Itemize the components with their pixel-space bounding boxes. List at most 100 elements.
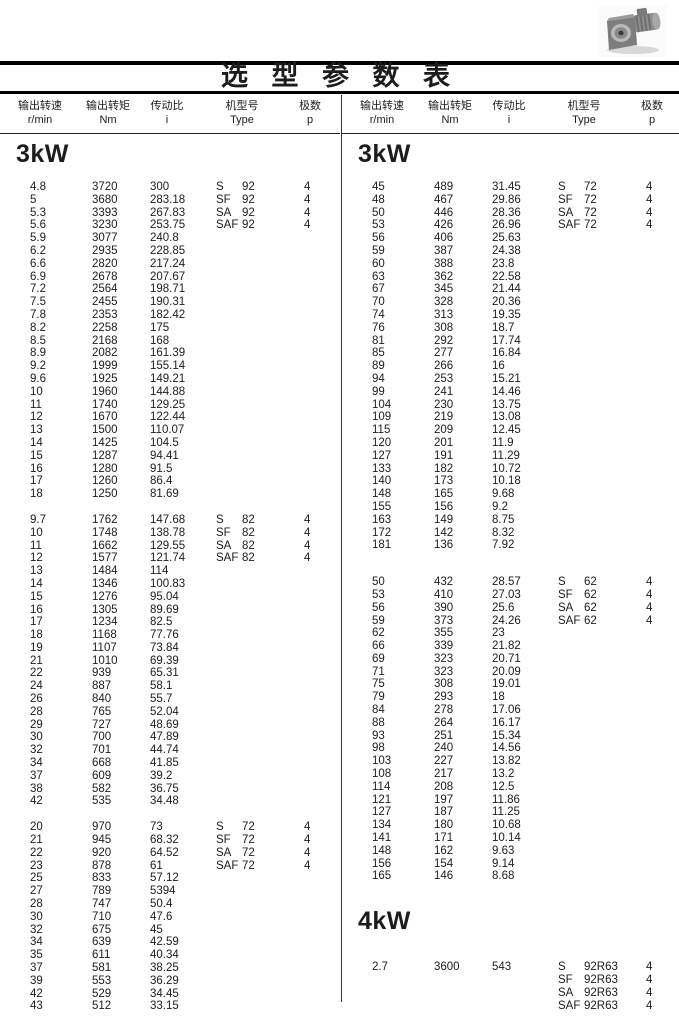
torque-cell: 939: [92, 667, 112, 680]
type-prefix-cell: [558, 501, 584, 514]
poles-cell: [632, 514, 672, 527]
type-prefix-cell: SA: [216, 206, 232, 219]
type-prefix-cell: [216, 949, 242, 962]
table-row: 9.7 1762 147.68 S 82 4: [30, 514, 340, 527]
ratio-cell: 19.35: [492, 308, 521, 321]
type-prefix-cell: [558, 539, 584, 552]
type-size-cell: [584, 845, 632, 858]
speed-cell: 25: [30, 872, 43, 885]
type-size-cell: [242, 783, 290, 796]
header-speed-unit: r/min: [27, 114, 53, 126]
speed-cell: 50: [372, 206, 385, 219]
poles-cell: [290, 936, 330, 949]
ratio-cell: 175: [150, 321, 170, 334]
type-prefix-cell: [216, 1000, 242, 1013]
type-prefix-cell: [558, 730, 584, 743]
torque-cell: 345: [434, 283, 454, 296]
header-speed-label: 输出转速: [18, 100, 62, 112]
speed-cell: 172: [372, 526, 392, 539]
poles-cell: [290, 309, 330, 322]
table-row: 56 406 25.63: [372, 232, 679, 245]
right-column-header: 输出转速 r/min 输出转矩 Nm 传动比 i 机型号 Type 极数 p: [342, 96, 679, 134]
type-prefix-cell: [216, 988, 242, 1001]
table-row: SAF 92R63 4: [372, 1000, 679, 1013]
poles-cell: [290, 924, 330, 937]
header-speed-unit: r/min: [369, 114, 395, 126]
type-size-cell: [242, 962, 290, 975]
type-prefix-cell: [216, 744, 242, 757]
type-prefix-cell: [216, 693, 242, 706]
type-prefix-cell: [558, 653, 584, 666]
ratio-cell: 161.39: [150, 347, 186, 360]
header-speed: 输出转速 r/min: [0, 99, 80, 133]
type-prefix-cell: SAF: [558, 999, 581, 1012]
torque-cell: 1260: [92, 475, 118, 488]
header-type-unit: Type: [572, 114, 596, 126]
speed-cell: 53: [372, 588, 385, 601]
poles-cell: [632, 870, 672, 883]
type-size-cell: [242, 1000, 290, 1013]
speed-cell: 9.6: [30, 372, 46, 385]
poles-cell: [632, 437, 672, 450]
table-row: 59 387 24.38: [372, 245, 679, 258]
poles-cell: [632, 768, 672, 781]
torque-cell: 789: [92, 885, 112, 898]
speed-cell: 45: [372, 181, 385, 193]
type-prefix-cell: [216, 731, 242, 744]
speed-cell: 8.9: [30, 347, 46, 360]
type-size-cell: [584, 858, 632, 871]
poles-cell: 4: [304, 219, 311, 232]
type-size-cell: [584, 245, 632, 258]
torque-cell: 1740: [92, 398, 118, 411]
type-prefix-cell: [216, 770, 242, 783]
ratio-cell: 240.8: [150, 232, 179, 245]
torque-cell: 1748: [92, 526, 118, 539]
torque-cell: 1500: [92, 424, 118, 437]
ratio-cell: 5394: [150, 885, 176, 898]
type-size-cell: [242, 232, 290, 245]
type-prefix-cell: [558, 437, 584, 450]
type-prefix-cell: [216, 437, 242, 450]
torque-cell: 945: [92, 834, 112, 847]
torque-cell: 339: [434, 640, 454, 653]
table-row: 89 266 16: [372, 360, 679, 373]
type-prefix-cell: [216, 424, 242, 437]
table-row: 5.6 3230 253.75 SAF 92 4: [30, 219, 340, 232]
type-prefix-cell: [558, 424, 584, 437]
ratio-cell: 9.68: [492, 488, 515, 501]
type-prefix-cell: SF: [216, 193, 231, 206]
table-row: 22 939 65.31: [30, 667, 340, 680]
type-size-cell: [584, 399, 632, 412]
type-size-cell: [242, 296, 290, 309]
ratio-cell: 14.46: [492, 385, 521, 398]
table-row: 10 1748 138.78 SF 82 4: [30, 527, 340, 540]
type-prefix-cell: [558, 781, 584, 794]
ratio-cell: 23.8: [492, 257, 515, 270]
table-row: 8.2 2258 175: [30, 322, 340, 335]
torque-cell: 2678: [92, 270, 118, 283]
ratio-cell: 13.82: [492, 755, 521, 768]
table-row: 24 887 58.1: [30, 680, 340, 693]
ratio-cell: 9.63: [492, 844, 515, 857]
torque-cell: 219: [434, 411, 454, 424]
torque-cell: 308: [434, 678, 454, 691]
speed-cell: 5: [30, 193, 37, 206]
type-size-cell: 72: [584, 193, 597, 206]
table-row: 4.8 3720 300 S 92 4: [30, 181, 340, 194]
type-size-cell: [584, 296, 632, 309]
ratio-cell: 138.78: [150, 526, 186, 539]
poles-cell: [632, 322, 672, 335]
type-size-cell: [242, 706, 290, 719]
poles-cell: [632, 488, 672, 501]
type-prefix-cell: [216, 706, 242, 719]
poles-cell: [290, 399, 330, 412]
type-size-cell: [584, 386, 632, 399]
ratio-cell: 543: [492, 961, 512, 974]
table-row: 56 390 25.6 SA 62 4: [372, 602, 679, 615]
left-column-body: 3kW 4.8 3720 300 S 92 4 5 3680 283.18 SF 92 4 5.3 3393…: [0, 140, 340, 1013]
speed-cell: 6.2: [30, 244, 46, 257]
ratio-cell: 91.5: [150, 462, 173, 475]
type-size-cell: [242, 744, 290, 757]
poles-cell: [290, 463, 330, 476]
torque-cell: 277: [434, 347, 454, 360]
